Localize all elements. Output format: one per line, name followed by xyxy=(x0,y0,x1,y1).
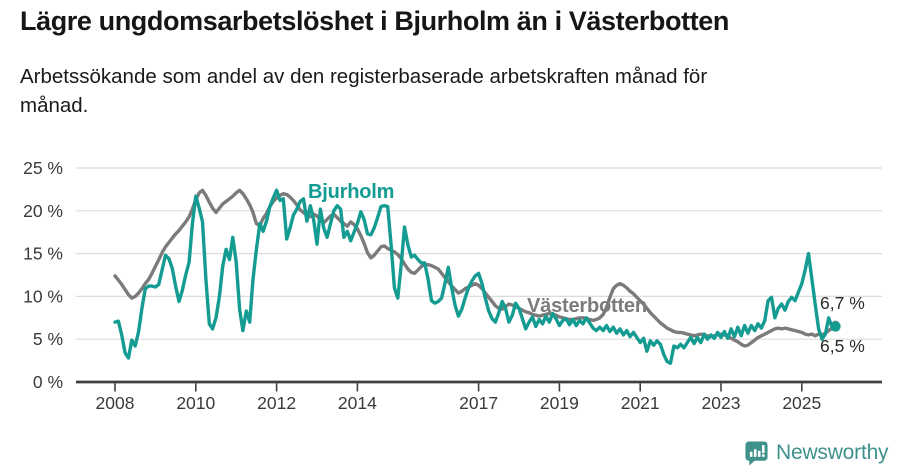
logo-bar-2 xyxy=(753,448,757,457)
logo-exclamation-bar xyxy=(761,444,765,453)
chart-subtitle: Arbetssökande som andel av den registerb… xyxy=(20,62,890,120)
x-tick-label: 2023 xyxy=(702,393,741,413)
logo-bar-1 xyxy=(749,451,753,457)
series-end-dot-bjurholm xyxy=(830,321,841,332)
y-tick-label: 10 % xyxy=(23,286,63,306)
x-tick-label: 2012 xyxy=(257,393,296,413)
logo-bar-3 xyxy=(757,450,761,457)
logo-exclamation-dot xyxy=(761,453,765,457)
brand-footer: Newsworthy xyxy=(744,438,889,468)
chart-subtitle-line-1: Arbetssökande som andel av den registerb… xyxy=(20,65,708,88)
y-tick-label: 0 % xyxy=(33,372,63,392)
series-label-bjurholm: Bjurholm xyxy=(308,181,394,203)
x-tick-label: 2021 xyxy=(621,393,660,413)
x-tick-label: 2014 xyxy=(338,393,377,413)
chart-subtitle-line-2: månad. xyxy=(20,94,89,118)
series-label-vasterbotten: Västerbotten xyxy=(527,295,647,317)
brand-name: Newsworthy xyxy=(776,441,889,464)
x-tick-label: 2010 xyxy=(176,393,215,413)
chart-title: Lägre ungdomsarbetslöshet i Bjurholm än … xyxy=(20,6,730,36)
x-tick-label: 2019 xyxy=(540,393,579,413)
y-tick-label: 25 % xyxy=(23,158,63,178)
x-tick-label: 2008 xyxy=(96,393,135,413)
end-value-label-vasterbotten: 6,7 % xyxy=(820,293,865,313)
line-chart: 0 % 5 % 10 % 15 % 20 % 25 % 2008 2010 2012 2014 20… xyxy=(23,158,882,413)
series-line-bjurholm xyxy=(113,188,838,365)
y-tick-label: 20 % xyxy=(23,201,63,221)
x-tick-label: 2025 xyxy=(782,393,821,413)
end-value-label-bjurholm: 6,5 % xyxy=(820,336,865,356)
newsworthy-logo-icon xyxy=(745,440,768,466)
y-tick-label: 5 % xyxy=(33,329,63,349)
x-tick-label: 2017 xyxy=(459,393,498,413)
y-tick-label: 15 % xyxy=(23,244,63,264)
